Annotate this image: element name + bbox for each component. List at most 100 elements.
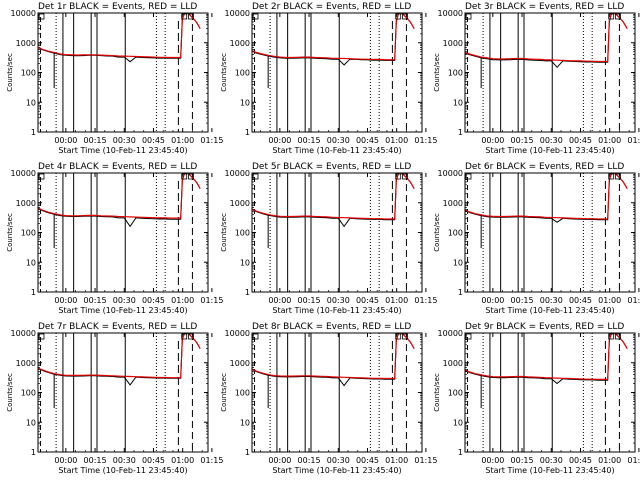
x-tick-label: 01:00 (385, 296, 408, 305)
detector-panel: Det 6r BLACK = Events, RED = LLD Counts/s… (433, 162, 640, 315)
lld-series-line (464, 332, 628, 380)
events-series-line (464, 172, 628, 223)
y-tick-label: 10 (240, 258, 250, 267)
panel-title: Det 2r BLACK = Events, RED = LLD (252, 2, 411, 12)
x-tick-label: 00:00 (54, 296, 77, 305)
corner-marker (188, 333, 194, 340)
corner-marker (615, 173, 621, 180)
x-tick-label: 00:15 (511, 456, 534, 465)
detector-panel: Det 1r BLACK = Events, RED = LLD Counts/s… (6, 2, 223, 155)
x-tick-label: 01:15 (627, 456, 640, 465)
x-tick-label: 00:30 (540, 456, 563, 465)
y-tick-label: 1 (458, 448, 463, 457)
corner-marker (615, 333, 621, 340)
x-tick-label: 00:30 (327, 296, 350, 305)
x-axis-label: Start Time (10-Feb-11 23:45:40) (485, 466, 614, 475)
x-tick-label: 00:45 (569, 136, 592, 145)
x-tick-label: 00:30 (327, 136, 350, 145)
x-axis-label: Start Time (10-Feb-11 23:45:40) (272, 466, 401, 475)
x-axis-label: Start Time (10-Feb-11 23:45:40) (485, 146, 614, 155)
y-axis-label: Counts/sec (220, 213, 228, 252)
y-tick-label: 10000 (225, 9, 250, 18)
corner-marker (395, 13, 402, 20)
detector-panel: Det 4r BLACK = Events, RED = LLD Counts/s… (6, 162, 223, 315)
lld-series-line (251, 12, 415, 61)
y-axis-label: Counts/sec (433, 373, 441, 412)
x-axis-label: Start Time (10-Feb-11 23:45:40) (58, 306, 187, 315)
x-axis-label: Start Time (10-Feb-11 23:45:40) (272, 146, 401, 155)
panel-title: Det 3r BLACK = Events, RED = LLD (465, 2, 624, 12)
y-tick-label: 1 (245, 128, 250, 137)
y-tick-label: 1 (31, 288, 36, 297)
detector-panel: Det 2r BLACK = Events, RED = LLD Counts/s… (220, 2, 437, 155)
y-tick-label: 10 (453, 418, 463, 427)
corner-marker (395, 333, 402, 340)
y-tick-label: 100 (235, 69, 250, 78)
lld-series-line (464, 172, 628, 220)
y-tick-label: 10 (453, 98, 463, 107)
y-tick-label: 10000 (225, 169, 250, 178)
y-tick-label: 100 (21, 69, 36, 78)
corner-marker (188, 173, 194, 180)
panel-title: Det 4r BLACK = Events, RED = LLD (38, 162, 197, 172)
y-tick-label: 1000 (443, 199, 463, 208)
y-tick-label: 1 (31, 448, 36, 457)
panel-title: Det 7r BLACK = Events, RED = LLD (38, 322, 197, 332)
y-tick-label: 1000 (230, 359, 250, 368)
x-tick-label: 01:00 (385, 136, 408, 145)
y-tick-label: 1000 (443, 359, 463, 368)
x-tick-label: 00:00 (268, 296, 291, 305)
plot-frame (37, 172, 209, 293)
corner-marker (38, 173, 45, 180)
x-tick-label: 01:15 (627, 296, 640, 305)
x-tick-label: 00:00 (268, 136, 291, 145)
x-tick-label: 00:00 (481, 456, 504, 465)
plot-frame (464, 12, 636, 133)
x-tick-label: 00:15 (511, 136, 534, 145)
x-tick-label: 00:30 (540, 136, 563, 145)
x-axis-label: Start Time (10-Feb-11 23:45:40) (272, 306, 401, 315)
x-tick-label: 01:00 (598, 296, 621, 305)
x-tick-label: 00:45 (142, 296, 165, 305)
y-tick-label: 10000 (225, 329, 250, 338)
x-tick-label: 00:30 (327, 456, 350, 465)
corner-marker (252, 173, 259, 180)
x-tick-label: 00:45 (356, 296, 379, 305)
y-tick-label: 10 (26, 258, 36, 267)
detector-panel: Det 5r BLACK = Events, RED = LLD Counts/s… (220, 162, 437, 315)
plot-frame (464, 172, 636, 293)
y-tick-label: 1 (31, 128, 36, 137)
y-tick-label: 100 (448, 69, 463, 78)
x-tick-label: 00:15 (298, 456, 321, 465)
x-tick-label: 01:00 (598, 136, 621, 145)
corner-marker (402, 173, 408, 180)
x-tick-label: 01:15 (200, 136, 223, 145)
x-axis-label: Start Time (10-Feb-11 23:45:40) (58, 146, 187, 155)
corner-marker (402, 333, 408, 340)
y-tick-label: 100 (448, 229, 463, 238)
events-series-line (251, 332, 415, 387)
x-tick-label: 00:00 (54, 456, 77, 465)
y-tick-label: 1000 (230, 39, 250, 48)
detector-panel: Det 8r BLACK = Events, RED = LLD Counts/s… (220, 322, 437, 475)
y-tick-label: 1000 (16, 359, 36, 368)
events-series-line (464, 12, 628, 69)
y-tick-label: 10000 (438, 169, 463, 178)
lld-series-line (37, 12, 201, 59)
x-tick-label: 00:45 (142, 136, 165, 145)
corner-marker (465, 13, 472, 20)
y-tick-label: 1 (245, 448, 250, 457)
x-tick-label: 00:30 (113, 456, 136, 465)
y-tick-label: 1000 (443, 39, 463, 48)
lld-series-line (251, 332, 415, 380)
x-tick-label: 00:15 (84, 136, 107, 145)
corner-marker (465, 173, 472, 180)
x-tick-label: 00:00 (481, 296, 504, 305)
x-tick-label: 00:45 (569, 456, 592, 465)
x-tick-label: 01:15 (627, 136, 640, 145)
y-tick-label: 10 (453, 258, 463, 267)
x-tick-label: 01:00 (598, 456, 621, 465)
x-tick-label: 00:45 (569, 296, 592, 305)
x-tick-label: 01:00 (171, 456, 194, 465)
